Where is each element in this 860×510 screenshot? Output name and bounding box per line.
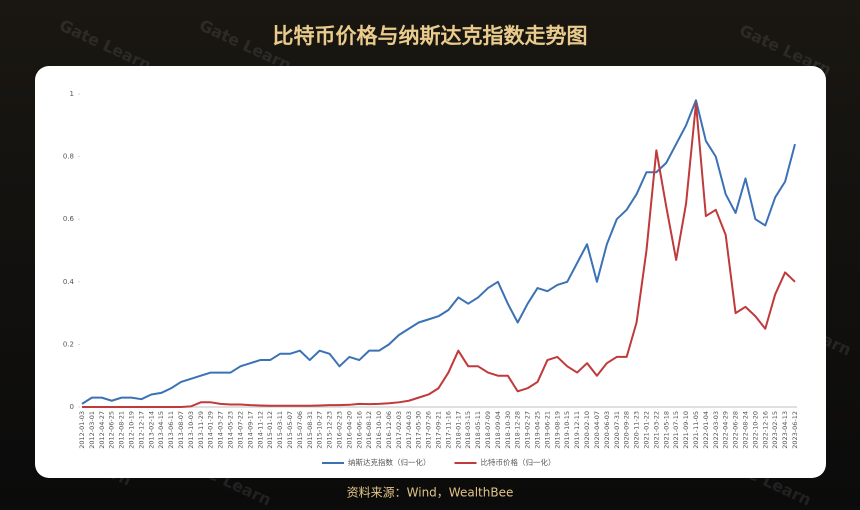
series-line: [81, 99, 796, 405]
x-tick-label: 2018-05-11: [474, 411, 482, 449]
x-tick-label: 2020-07-31: [613, 411, 621, 449]
x-tick-label: 2012-03-01: [88, 411, 96, 449]
x-tick-label: 2019-02-27: [524, 411, 532, 449]
x-tick-label: 2021-11-05: [692, 411, 700, 449]
y-tick-label: 1: [70, 90, 74, 98]
x-tick-label: 2023-02-15: [771, 411, 779, 449]
x-tick-label: 2019-06-21: [543, 411, 551, 449]
x-tick-label: 2020-04-07: [593, 411, 601, 449]
x-tick-label: 2012-10-19: [128, 411, 136, 449]
source-note: 资料来源：Wind，WealthBee: [347, 486, 514, 500]
x-tick-label: 2013-06-11: [167, 411, 175, 449]
y-tick-label: 0.8: [63, 153, 74, 161]
x-tick-label: 2023-06-12: [791, 411, 799, 449]
x-tick-label: 2019-10-15: [563, 411, 571, 449]
x-tick-label: 2019-04-25: [534, 411, 542, 449]
x-tick-label: 2022-06-28: [732, 411, 740, 449]
x-tick-label: 2015-03-11: [276, 411, 284, 449]
x-tick-label: 2017-05-30: [415, 411, 423, 449]
x-tick-label: 2021-09-10: [682, 411, 690, 449]
x-tick-label: 2016-02-23: [335, 411, 343, 449]
x-tick-label: 2022-04-29: [722, 411, 730, 449]
x-tick-label: 2019-08-19: [553, 411, 561, 449]
x-tick-label: 2014-03-27: [217, 411, 225, 449]
x-tick-label: 2023-04-13: [781, 411, 789, 449]
x-tick-label: 2022-03-03: [712, 411, 720, 449]
x-tick-label: 2014-05-23: [227, 411, 235, 449]
x-tick-label: 2013-08-07: [177, 411, 185, 449]
x-tick-label: 2015-08-31: [306, 411, 314, 449]
x-tick-label: 2016-10-10: [375, 411, 383, 449]
x-tick-label: 2022-08-24: [741, 411, 749, 449]
x-tick-label: 2018-03-15: [464, 411, 472, 449]
x-tick-label: 2015-10-27: [316, 411, 324, 449]
x-tick-label: 2013-04-15: [157, 411, 165, 449]
x-tick-label: 2016-06-16: [355, 411, 363, 449]
x-tick-label: 2013-02-14: [147, 411, 155, 449]
y-tick-label: 0.6: [63, 215, 75, 223]
x-tick-label: 2014-09-17: [246, 411, 254, 449]
x-tick-label: 2021-01-22: [642, 411, 650, 449]
x-tick-label: 2016-08-12: [365, 411, 373, 449]
x-tick-label: 2012-08-21: [118, 411, 126, 449]
chart-card: [35, 66, 826, 478]
x-tick-label: 2014-01-29: [207, 411, 215, 449]
x-tick-label: 2021-03-22: [652, 411, 660, 449]
x-tick-label: 2018-01-17: [454, 411, 462, 449]
x-tick-label: 2013-10-03: [187, 411, 195, 449]
x-tick-label: 2018-09-04: [494, 411, 502, 449]
x-tick-label: 2015-05-07: [286, 411, 294, 449]
y-tick-label: 0.4: [63, 278, 75, 286]
x-tick-label: 2017-02-03: [395, 411, 403, 449]
x-tick-label: 2020-09-28: [623, 411, 631, 449]
y-tick-label: 0: [70, 403, 74, 411]
x-tick-label: 2018-10-30: [504, 411, 512, 449]
legend-label: 纳斯达克指数（归一化）: [348, 457, 431, 467]
x-tick-label: 2022-01-04: [702, 411, 710, 449]
x-tick-label: 2020-06-03: [603, 411, 611, 449]
x-tick-label: 2017-04-03: [405, 411, 413, 449]
x-tick-label: 2017-09-21: [435, 411, 443, 449]
x-tick-label: 2012-01-03: [78, 411, 86, 449]
x-tick-label: 2013-11-29: [197, 411, 205, 449]
x-tick-label: 2014-11-12: [256, 411, 264, 449]
x-tick-label: 2018-07-09: [484, 411, 492, 449]
x-tick-label: 2015-07-06: [296, 411, 304, 449]
x-tick-label: 2017-07-26: [425, 411, 433, 449]
legend-label: 比特币价格（归一化）: [481, 457, 556, 467]
x-tick-label: 2015-01-12: [266, 411, 274, 449]
x-tick-label: 2022-10-20: [751, 411, 759, 449]
x-tick-label: 2015-12-23: [326, 411, 334, 449]
x-tick-label: 2021-05-18: [662, 411, 670, 449]
x-tick-label: 2017-11-16: [444, 411, 452, 449]
y-tick-label: 0.2: [63, 340, 74, 348]
x-tick-label: 2014-07-22: [236, 411, 244, 449]
x-tick-label: 2021-07-15: [672, 411, 680, 449]
x-tick-label: 2016-12-06: [385, 411, 393, 449]
x-tick-label: 2020-11-23: [633, 411, 641, 449]
x-tick-label: 2016-04-20: [345, 411, 353, 449]
x-tick-label: 2019-12-11: [573, 411, 581, 449]
x-tick-label: 2020-02-10: [583, 411, 591, 449]
series-line: [82, 102, 796, 408]
x-tick-label: 2018-12-28: [514, 411, 522, 449]
x-tick-label: 2012-06-25: [108, 411, 116, 449]
chart-title: 比特币价格与纳斯达克指数走势图: [273, 24, 588, 48]
x-tick-label: 2022-12-16: [761, 411, 769, 449]
x-tick-label: 2012-12-17: [137, 411, 145, 449]
x-tick-label: 2012-04-27: [98, 411, 106, 449]
